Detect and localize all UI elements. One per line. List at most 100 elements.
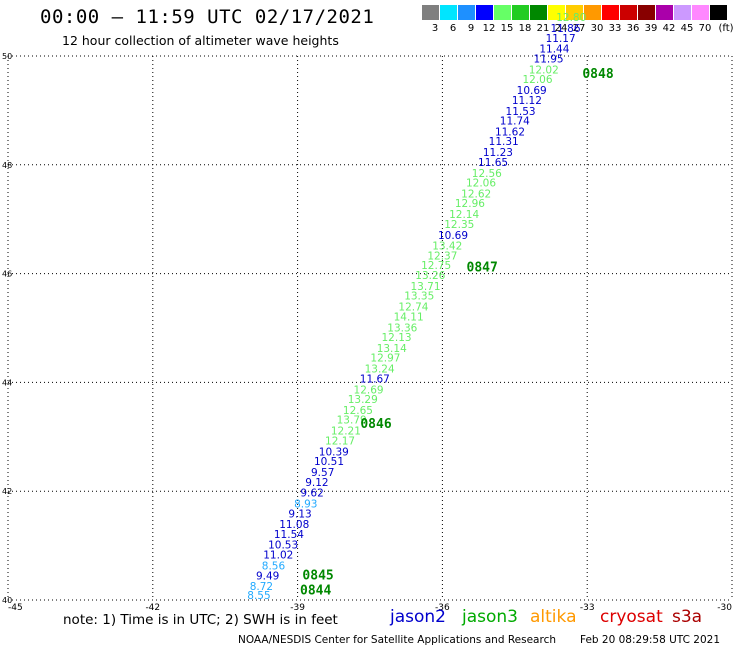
- generated-timestamp: Feb 20 08:29:58 UTC 2021: [580, 634, 720, 646]
- x-tick-label: -30: [717, 603, 732, 613]
- swh-data-label: 8.72: [250, 581, 273, 593]
- color-scale-label: 30: [590, 23, 604, 34]
- color-swatch: [674, 5, 691, 20]
- swh-data-label: 12.35: [444, 219, 474, 231]
- color-scale-label: 12: [482, 23, 496, 34]
- swh-data-label: 12.62: [461, 188, 491, 200]
- swh-data-label: 11.08: [279, 519, 309, 531]
- color-swatch: [692, 5, 709, 20]
- swh-data-label: 11.62: [495, 126, 525, 138]
- swh-data-label: 11.44: [539, 44, 569, 56]
- time-label: 0846: [360, 417, 391, 432]
- swh-data-label: 11.67: [360, 373, 390, 385]
- legend-s3a-label: s3a: [672, 607, 703, 627]
- swh-data-label: 10.53: [268, 539, 298, 551]
- color-scale-label: 45: [680, 23, 694, 34]
- color-swatch: [548, 5, 565, 20]
- y-tick-label: 44: [2, 378, 12, 387]
- color-scale-label: 70: [698, 23, 712, 34]
- color-swatch: [476, 5, 493, 20]
- swh-data-label: 10.69: [438, 230, 468, 242]
- swh-data-label: 13.42: [432, 241, 462, 253]
- time-label: 0847: [467, 260, 498, 275]
- swh-data-label: 12.74: [398, 302, 428, 314]
- color-swatch: [566, 5, 583, 20]
- y-tick-label: 42: [2, 487, 12, 496]
- legend-cryosat: cryosat: [600, 607, 663, 627]
- swh-data-label: 13.79: [337, 415, 367, 427]
- legend-cryosat-label: cryosat: [600, 607, 663, 627]
- color-scale-unit: (ft): [718, 23, 734, 34]
- color-swatch: [620, 5, 637, 20]
- x-tick-label: -45: [8, 603, 23, 613]
- swh-data-label: 13.71: [410, 281, 440, 293]
- swh-data-label: 11.74: [500, 116, 530, 128]
- swh-data-label: 11.95: [534, 54, 564, 66]
- swh-data-label: 11.17: [546, 33, 576, 45]
- swh-data-label: 12.14: [449, 209, 479, 221]
- swh-data-label: 12.06: [522, 74, 552, 86]
- color-scale-label: 27: [572, 23, 586, 34]
- color-scale-legend: 3 6 9 12 15 18 21 24 27 30 33 36 39 42 45 70 (ft): [422, 5, 734, 35]
- swh-data-label: 9.13: [288, 508, 311, 520]
- y-tick-label: 48: [2, 161, 12, 170]
- swh-data-label: 11.65: [478, 157, 508, 169]
- color-swatch: [512, 5, 529, 20]
- swh-data-label: 9.57: [311, 467, 334, 479]
- swh-data-label: 11.54: [274, 529, 304, 541]
- swh-data-label: 12.37: [427, 250, 457, 262]
- time-label: 0844: [300, 584, 331, 599]
- swh-data-label: 11.23: [483, 147, 513, 159]
- swh-data-label: 12.65: [343, 405, 373, 417]
- swh-data-label: 8.56: [262, 561, 286, 573]
- legend-altika-label: altika: [530, 607, 577, 627]
- swh-data-label: 13.36: [387, 322, 417, 334]
- color-scale-label: 21: [536, 23, 550, 34]
- swh-data-label: 12.69: [354, 384, 384, 396]
- y-tick-label: 46: [2, 270, 12, 279]
- swh-data-label: 13.29: [348, 394, 378, 406]
- color-scale-label: 33: [608, 23, 622, 34]
- swh-data-label: 12.97: [370, 353, 400, 365]
- swh-data-label: 8.55: [247, 590, 270, 602]
- color-scale-label: 39: [644, 23, 658, 34]
- legend-jason2: jason2: [390, 607, 446, 627]
- swh-data-label: 13.24: [365, 364, 395, 376]
- swh-data-label: 12.06: [466, 178, 496, 190]
- swh-data-label: 12.13: [382, 332, 412, 344]
- x-tick-label: -33: [580, 603, 595, 613]
- color-scale-label: 6: [449, 23, 457, 34]
- swh-data-label: 12.21: [331, 426, 361, 438]
- swh-data-label: 9.12: [305, 477, 328, 489]
- swh-data-label: 11.12: [512, 95, 542, 107]
- swh-data-label: 10.39: [319, 446, 349, 458]
- color-scale-label: 3: [431, 23, 439, 34]
- credit-text: NOAA/NESDIS Center for Satellite Applica…: [238, 634, 556, 646]
- time-label: 0848: [582, 67, 613, 82]
- color-scale-label: 36: [626, 23, 640, 34]
- x-tick-label: -36: [435, 603, 450, 613]
- color-scale-label: 9: [467, 23, 475, 34]
- chart-subtitle: 12 hour collection of altimeter wave hei…: [62, 33, 339, 48]
- legend-s3a: s3a: [672, 607, 702, 627]
- legend-altika: altika: [530, 607, 577, 627]
- y-tick-label: 50: [2, 52, 12, 61]
- color-swatch: [458, 5, 475, 20]
- color-swatch: [494, 5, 511, 20]
- swh-data-label: 12.02: [529, 64, 559, 76]
- color-scale-label: 18: [518, 23, 532, 34]
- swh-data-label: 10.51: [314, 456, 344, 468]
- chart-title: 00:00 – 11:59 UTC 02/17/2021: [40, 6, 375, 28]
- legend-jason3-label: jason3: [462, 607, 518, 627]
- y-tick-label: 40: [2, 596, 12, 605]
- swh-data-label: 13.35: [404, 291, 434, 303]
- swh-data-label: 10.69: [517, 85, 547, 97]
- swh-data-label: 14.11: [394, 311, 424, 323]
- color-swatch: [638, 5, 655, 20]
- x-tick-label: -42: [145, 603, 160, 613]
- swh-data-label: 13.26: [415, 270, 445, 282]
- footer-note: note: 1) Time is in UTC; 2) SWH is in fe…: [63, 612, 338, 628]
- color-swatch: [584, 5, 601, 20]
- x-tick-label: -39: [290, 603, 305, 613]
